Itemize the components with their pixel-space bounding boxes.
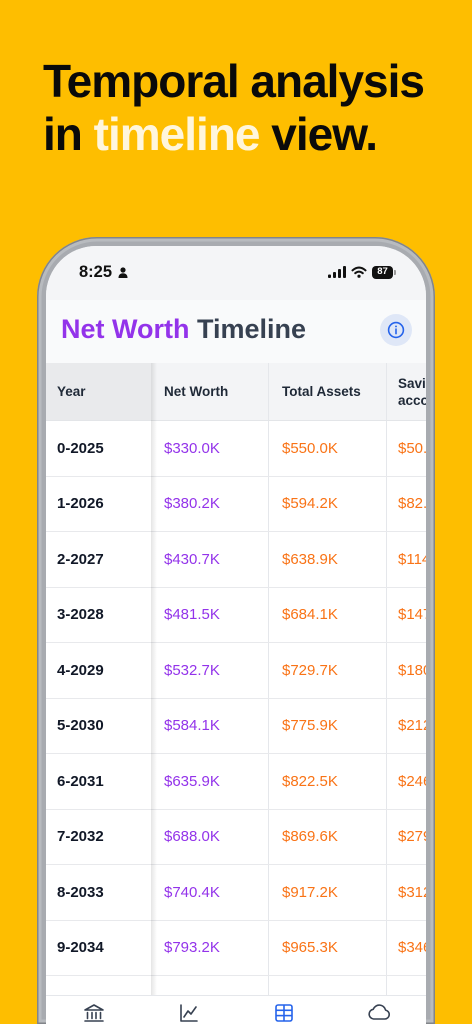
total-assets-cell: $729.7K bbox=[268, 643, 386, 698]
total-assets-cell: $594.2K bbox=[268, 476, 386, 531]
net-worth-cell: $635.9K bbox=[164, 772, 220, 790]
savings-cell: $212 bbox=[386, 698, 426, 753]
phone-frame: 8:25 87 Net Worth Timeline bbox=[37, 237, 435, 1024]
year-cell: 7-2032 bbox=[57, 828, 104, 846]
year-cell: 9-2034 bbox=[57, 939, 104, 957]
app-header: Net Worth Timeline bbox=[46, 300, 426, 363]
net-worth-cell: $584.1K bbox=[164, 717, 220, 735]
status-bar: 8:25 87 bbox=[46, 246, 426, 300]
timeline-table[interactable]: Year Net Worth Total Assets Savi acco 0-… bbox=[46, 363, 426, 995]
savings-cell: $312 bbox=[386, 865, 426, 920]
person-icon bbox=[118, 267, 128, 278]
column-header-savings: Savi acco bbox=[386, 363, 426, 420]
status-time: 8:25 bbox=[79, 263, 113, 281]
savings-cell: $346 bbox=[386, 920, 426, 975]
info-button[interactable] bbox=[380, 314, 412, 346]
table-row: 7-2032 $688.0K $869.6K$279 bbox=[46, 809, 426, 865]
bank-icon bbox=[83, 1003, 105, 1024]
battery-icon: 87 bbox=[372, 266, 393, 279]
year-cell: 6-2031 bbox=[57, 772, 104, 790]
table-row: 3-2028 $481.5K $684.1K$147 bbox=[46, 587, 426, 643]
battery-level: 87 bbox=[377, 266, 388, 277]
savings-cell bbox=[386, 976, 426, 995]
page-title: Net Worth Timeline bbox=[61, 316, 306, 343]
net-worth-cell bbox=[151, 976, 268, 995]
net-worth-cell: $688.0K bbox=[164, 828, 220, 846]
total-assets-cell: $684.1K bbox=[268, 587, 386, 642]
savings-cell: $147 bbox=[386, 587, 426, 642]
column-header-net-worth: Net Worth bbox=[164, 384, 229, 399]
headline-line-2: in timeline view. bbox=[43, 108, 424, 161]
table-row: 8-2033 $740.4K $917.2K$312 bbox=[46, 865, 426, 921]
net-worth-cell: $330.0K bbox=[164, 439, 220, 457]
total-assets-cell: $550.0K bbox=[268, 421, 386, 476]
promo-headline: Temporal analysis in timeline view. bbox=[43, 55, 425, 161]
phone-screen: 8:25 87 Net Worth Timeline bbox=[46, 246, 426, 1024]
signal-icon bbox=[328, 266, 346, 278]
battery-cap bbox=[394, 270, 396, 275]
net-worth-cell: $532.7K bbox=[164, 661, 220, 679]
column-header-savings-line-1: Savi bbox=[398, 375, 426, 391]
year-cell: 3-2028 bbox=[57, 606, 104, 624]
column-header-year: Year bbox=[46, 363, 151, 420]
table-row: 5-2030 $584.1K $775.9K$212 bbox=[46, 698, 426, 754]
tab-chart[interactable] bbox=[141, 996, 236, 1024]
total-assets-cell: $822.5K bbox=[268, 754, 386, 809]
headline-line-1: Temporal analysis bbox=[43, 55, 425, 107]
total-assets-cell: $638.9K bbox=[268, 532, 386, 587]
table-header: Year Net Worth Total Assets Savi acco bbox=[46, 363, 426, 421]
savings-cell: $279 bbox=[386, 809, 426, 864]
column-header-savings-line-2: acco bbox=[398, 392, 426, 408]
savings-cell: $246 bbox=[386, 754, 426, 809]
page-title-primary: Net Worth bbox=[61, 314, 190, 344]
headline-line-2-start: in bbox=[43, 108, 83, 160]
net-worth-cell: $430.7K bbox=[164, 550, 220, 568]
info-icon bbox=[387, 321, 405, 339]
table-row: 9-2034 $793.2K $965.3K$346 bbox=[46, 920, 426, 976]
savings-cell: $50. bbox=[386, 421, 426, 476]
net-worth-cell: $481.5K bbox=[164, 606, 220, 624]
net-worth-cell: $380.2K bbox=[164, 495, 220, 513]
table-row: 6-2031 $635.9K $822.5K$246 bbox=[46, 754, 426, 810]
year-cell bbox=[46, 976, 151, 995]
page-title-secondary: Timeline bbox=[197, 314, 307, 344]
column-header-savings-text: Savi acco bbox=[398, 375, 426, 409]
total-assets-cell bbox=[268, 976, 386, 995]
table-row-partial bbox=[46, 976, 426, 995]
table-row: 0-2025 $330.0K $550.0K $50. bbox=[46, 421, 426, 477]
table-row: 1-2026 $380.2K $594.2K $82. bbox=[46, 476, 426, 532]
tab-table[interactable] bbox=[236, 996, 331, 1024]
year-cell: 2-2027 bbox=[57, 550, 104, 568]
year-cell: 8-2033 bbox=[57, 883, 104, 901]
column-header-total-assets: Total Assets bbox=[268, 363, 386, 420]
savings-cell: $180 bbox=[386, 643, 426, 698]
wifi-icon bbox=[351, 266, 367, 278]
total-assets-cell: $775.9K bbox=[268, 698, 386, 753]
chart-line-icon bbox=[179, 1003, 199, 1024]
year-cell: 5-2030 bbox=[57, 717, 104, 735]
year-cell: 0-2025 bbox=[57, 439, 104, 457]
tab-bank[interactable] bbox=[46, 996, 141, 1024]
headline-highlight: timeline bbox=[93, 108, 261, 160]
table-row: 2-2027 $430.7K $638.9K$114 bbox=[46, 532, 426, 588]
cloud-icon bbox=[367, 1003, 391, 1024]
table-icon bbox=[274, 1003, 294, 1024]
year-cell: 1-2026 bbox=[57, 495, 104, 513]
tab-cloud[interactable] bbox=[331, 996, 426, 1024]
net-worth-cell: $740.4K bbox=[164, 883, 220, 901]
total-assets-cell: $869.6K bbox=[268, 809, 386, 864]
net-worth-cell: $793.2K bbox=[164, 939, 220, 957]
total-assets-cell: $917.2K bbox=[268, 865, 386, 920]
total-assets-cell: $965.3K bbox=[268, 920, 386, 975]
headline-line-2-end: view. bbox=[271, 108, 378, 160]
savings-cell: $114 bbox=[386, 532, 426, 587]
savings-cell: $82. bbox=[386, 476, 426, 531]
table-body: 0-2025 $330.0K $550.0K $50. 1-2026 $380.2K $59… bbox=[46, 421, 426, 976]
year-cell: 4-2029 bbox=[57, 661, 104, 679]
table-row: 4-2029 $532.7K $729.7K$180 bbox=[46, 643, 426, 699]
tab-bar bbox=[46, 995, 426, 1024]
